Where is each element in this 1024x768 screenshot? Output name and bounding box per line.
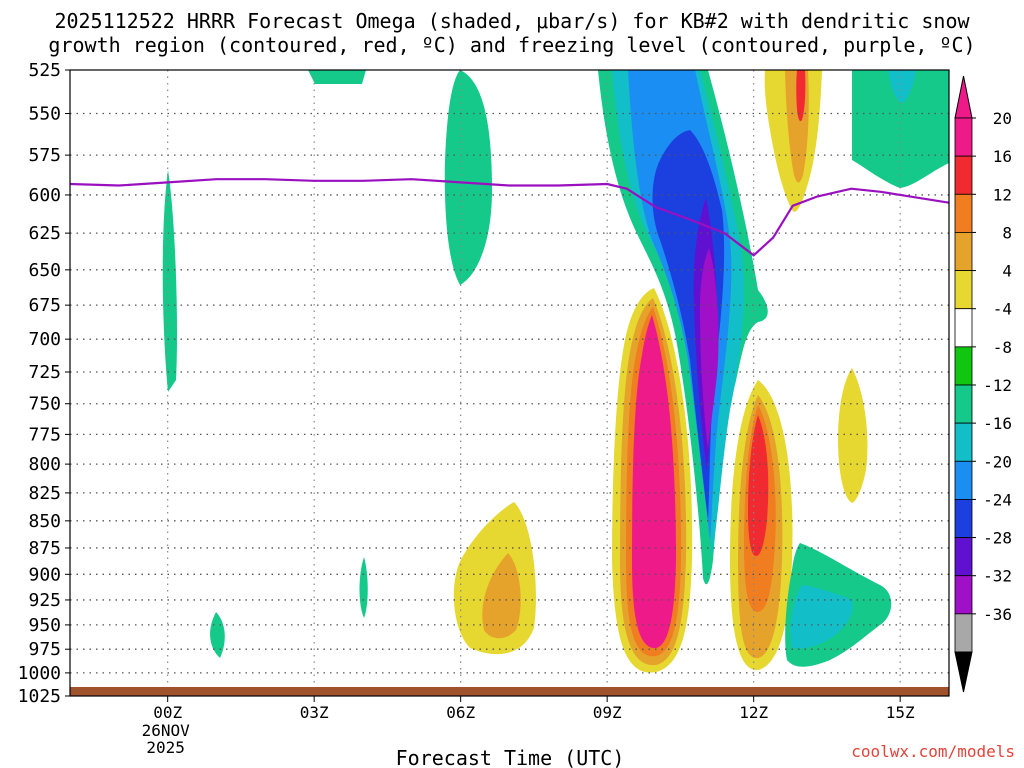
- colorbar-swatch: [954, 384, 973, 424]
- omega-feature: [888, 70, 916, 103]
- colorbar-label: 4: [1002, 262, 1012, 281]
- y-tick-label: 675: [28, 295, 61, 316]
- y-tick-label: 725: [28, 362, 61, 383]
- watermark-text: coolwx.com/models: [851, 742, 1015, 761]
- omega-feature: [700, 248, 719, 450]
- colorbar-label: -8: [993, 338, 1012, 357]
- y-tick-label: 550: [28, 104, 61, 125]
- y-tick-label: 650: [28, 260, 61, 281]
- colorbar-label: -4: [993, 300, 1012, 319]
- colorbar-swatch: [954, 499, 973, 538]
- y-tick-label: 900: [28, 564, 61, 585]
- plot-frame: [69, 69, 950, 697]
- y-tick-label: 525: [28, 60, 61, 81]
- colorbar-swatch: [954, 575, 973, 615]
- y-tick-label: 925: [28, 590, 61, 611]
- omega-feature: [482, 553, 521, 639]
- x-tick-date: 26NOV: [142, 721, 191, 740]
- colorbar-swatch: [954, 270, 973, 310]
- omega-feature: [162, 170, 178, 392]
- colorbar-swatch: [954, 422, 973, 462]
- x-tick-label: 12Z: [739, 703, 768, 722]
- x-tick-label: 15Z: [886, 703, 915, 722]
- colorbar-swatch: [954, 117, 973, 157]
- y-tick-label: 750: [28, 394, 61, 415]
- omega-feature: [359, 557, 368, 618]
- y-axis: 525 550 575 600 625 650 675 700 725 750 775 800 825 8…: [18, 60, 70, 707]
- y-tick-label: 950: [28, 615, 61, 636]
- x-tick-label: 09Z: [593, 703, 622, 722]
- chart-title-line-1: 2025112522 HRRR Forecast Omega (shaded, …: [54, 9, 970, 33]
- chart-title-line-2: growth region (contoured, red, ºC) and f…: [48, 33, 976, 57]
- colorbar-swatch: [954, 155, 973, 195]
- colorbar-label: -32: [983, 567, 1012, 586]
- y-tick-label: 575: [28, 145, 61, 166]
- colorbar-label: 20: [993, 109, 1012, 128]
- colorbar-swatch: [954, 460, 973, 500]
- colorbar-label: -24: [983, 490, 1012, 509]
- y-tick-label: 625: [28, 223, 61, 244]
- colorbar-swatch: [954, 613, 973, 653]
- y-tick-label: 775: [28, 424, 61, 445]
- omega-feature: [210, 612, 225, 658]
- y-tick-label: 1000: [18, 663, 61, 684]
- colorbar-label: -20: [983, 452, 1012, 471]
- colorbar-label: -16: [983, 414, 1012, 433]
- omega-feature: [299, 506, 319, 568]
- y-tick-label: 975: [28, 639, 61, 660]
- omega-feature: [632, 315, 676, 649]
- y-tick-label: 600: [28, 185, 61, 206]
- colorbar: 20 16 12 8 4 -4 -8 -12 -16 -20 -24 -28 -32 -36: [954, 75, 1012, 693]
- x-tick-label: 03Z: [300, 703, 329, 722]
- colorbar-label: 12: [993, 185, 1012, 204]
- grid: [70, 70, 949, 696]
- colorbar-swatch: [954, 308, 973, 348]
- omega-shading: [162, 70, 949, 681]
- colorbar-label: -36: [983, 605, 1012, 624]
- omega-feature: [796, 70, 806, 122]
- x-tick-year: 2025: [146, 738, 185, 757]
- y-tick-label: 700: [28, 329, 61, 350]
- ground-strip: [70, 687, 949, 696]
- freezing-level-line: [70, 178, 949, 257]
- x-axis-label: Forecast Time (UTC): [396, 746, 625, 768]
- colorbar-label: -12: [983, 376, 1012, 395]
- omega-feature: [838, 368, 868, 503]
- omega-feature: [444, 70, 492, 285]
- colorbar-label: 16: [993, 147, 1012, 166]
- colorbar-swatch: [954, 537, 973, 577]
- x-tick-label: 00Z: [153, 703, 182, 722]
- omega-feature: [790, 585, 853, 649]
- y-tick-label: 850: [28, 511, 61, 532]
- colorbar-swatch: [954, 232, 973, 271]
- colorbar-swatch: [954, 193, 973, 233]
- colorbar-bottom-arrow: [954, 651, 973, 693]
- colorbar-label: -28: [983, 529, 1012, 548]
- y-tick-label: 825: [28, 483, 61, 504]
- colorbar-top-arrow: [954, 75, 973, 119]
- x-tick-label: 06Z: [446, 703, 475, 722]
- colorbar-swatch: [954, 346, 973, 386]
- y-tick-label: 800: [28, 454, 61, 475]
- y-tick-label: 1025: [18, 686, 61, 707]
- colorbar-label: 8: [1002, 223, 1012, 242]
- omega-feature: [308, 70, 366, 84]
- y-tick-label: 875: [28, 538, 61, 559]
